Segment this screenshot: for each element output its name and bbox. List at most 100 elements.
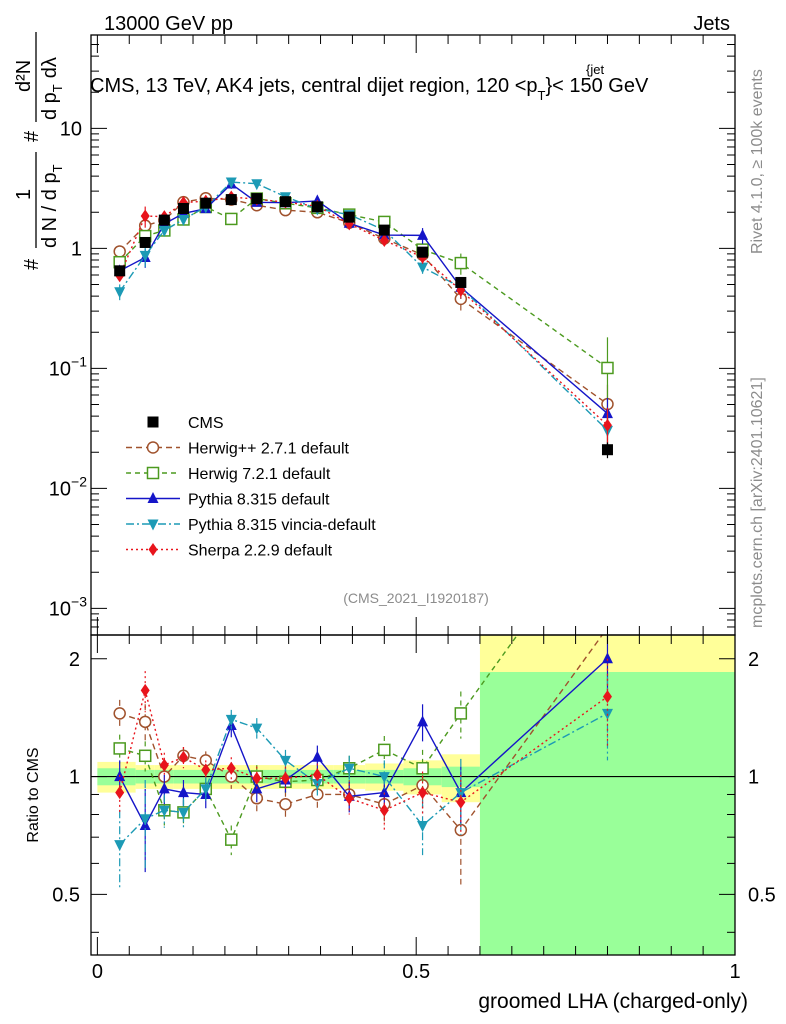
series-4-ratio-point-8 [312, 768, 322, 782]
series-3-main-point-11 [417, 262, 429, 274]
chart-title-close: }< 150 GeV [545, 75, 649, 97]
legend-label-0: CMS [188, 415, 224, 432]
series-3-main-point-1 [139, 250, 151, 262]
xtick-label-1: 0.5 [402, 961, 430, 983]
series-1-main-line [119, 197, 608, 369]
series-0-ratio-point-7 [279, 797, 292, 811]
series-3-main-point-3 [177, 214, 189, 226]
ratio-ytick-label-right-1: 1 [748, 767, 759, 789]
series-0-ratio-point-1 [138, 715, 152, 729]
series-1-main-point-12 [454, 256, 468, 270]
series-2-ratio-point-3 [177, 786, 189, 798]
main-ytick-exp-2: −1 [71, 353, 87, 369]
legend-entry-3: Pythia 8.315 default [126, 492, 330, 509]
data-point-2 [158, 214, 170, 226]
main-ytick-base-4: 10 [49, 598, 71, 620]
legend-label-4: Pythia 8.315 vincia-default [188, 517, 376, 534]
ratio-ytick-label-right-2: 0.5 [748, 884, 776, 906]
ratio-ytick-label-left-0: 2 [69, 649, 80, 671]
main-ytick-label-0: 10 [60, 118, 82, 140]
y-label-one: 1 [13, 189, 35, 200]
legend-marker-3 [147, 492, 159, 503]
y-label-den: d N / d pT [39, 164, 65, 248]
data-point-9 [343, 211, 355, 223]
series-2-ratio-point-11 [417, 715, 429, 727]
series-2-ratio-point-13 [601, 652, 613, 664]
series-0-ratio-point-0 [113, 707, 126, 720]
series-3-ratio-point-9 [343, 763, 355, 775]
main-ytick-label-1: 1 [71, 238, 82, 260]
data-point-4 [200, 197, 212, 209]
series-4-ratio-point-11 [418, 786, 428, 800]
legend-label-3: Pythia 8.315 default [188, 492, 330, 509]
ratio-ytick-label-right-0: 2 [748, 649, 759, 671]
series-4-ratio-point-6 [252, 771, 262, 785]
main-ytick-label-3: 10−2 [49, 473, 87, 500]
data-point-7 [279, 196, 291, 208]
series-1-main-point-5 [225, 212, 238, 226]
series-3-ratio-point-11 [417, 820, 429, 832]
chart-title-sub: T [538, 88, 546, 103]
legend-entry-2: Herwig 7.2.1 default [126, 466, 331, 483]
ratio-frame [90, 634, 736, 956]
series-4-ratio-point-0 [115, 786, 125, 800]
series-3-ratio-point-2 [158, 805, 170, 817]
legend-label-2: Herwig 7.2.1 default [188, 466, 331, 483]
data-point-8 [311, 201, 323, 213]
xtick-label-2: 1 [729, 961, 740, 983]
y-label-dptdl: d pTdλ [39, 57, 65, 120]
legend-marker-1 [146, 441, 160, 454]
y-label-hash: # [21, 258, 43, 270]
series-3-ratio-point-7 [279, 755, 291, 767]
main-ytick-base-3: 10 [49, 478, 71, 500]
series-4-main-point-13 [602, 418, 612, 432]
legend-entry-5: Sherpa 2.2.9 default [126, 543, 333, 560]
legend-entry-0: CMS [147, 415, 224, 432]
data-point-0 [114, 265, 126, 277]
main-ytick-label-4: 10−3 [49, 593, 87, 620]
series-3-main-point-2 [158, 225, 170, 237]
series-3-ratio-line [119, 712, 608, 846]
series-layer [113, 177, 614, 888]
series-3-main-point-6 [251, 179, 263, 191]
legend-marker-5 [148, 543, 158, 556]
series-1-ratio-point-5 [225, 833, 238, 846]
legend-label-1: Herwig++ 2.7.1 default [188, 441, 350, 458]
legend-marker-0 [147, 416, 159, 428]
rivet-version-label: Rivet 4.1.0, ≥ 100k events [749, 69, 766, 254]
series-4-ratio-point-7 [280, 771, 290, 785]
header-jets-label: Jets [693, 13, 730, 35]
legend-marker-4 [147, 519, 159, 531]
series-4-ratio-point-2 [159, 758, 169, 772]
series-3-ratio-point-0 [114, 840, 126, 852]
data-point-1 [139, 236, 151, 248]
legend-label-5: Sherpa 2.2.9 default [188, 543, 333, 560]
mcplots-label: mcplots.cern.ch [arXiv:2401.10621] [749, 377, 766, 628]
series-4-ratio-point-4 [201, 763, 211, 777]
series-2-main-point-11 [417, 228, 429, 240]
y-label-d2n: d²N [13, 60, 35, 92]
data-point-13 [601, 444, 613, 456]
series-1-ratio-point-1 [138, 749, 152, 763]
series-0-main-point-0 [113, 245, 126, 258]
axis-ticks [91, 34, 736, 955]
series-3-main-point-0 [114, 287, 126, 299]
ratio-ytick-label-left-1: 1 [69, 767, 80, 789]
series-4-ratio-point-10 [379, 803, 389, 817]
series-1-main-point-13 [601, 361, 614, 375]
data-points [114, 193, 613, 459]
series-1-ratio-point-0 [113, 742, 126, 755]
data-point-11 [417, 246, 429, 258]
series-4-ratio-point-5 [226, 761, 236, 775]
data-point-3 [177, 202, 189, 214]
main-ytick-base-2: 10 [49, 358, 71, 380]
main-ytick-label-2: 10−1 [49, 353, 87, 380]
legend-entry-1: Herwig++ 2.7.1 default [126, 441, 350, 458]
chart-title-main: CMS, 13 TeV, AK4 jets, central dijet reg… [90, 75, 538, 97]
series-4-ratio-point-9 [344, 791, 354, 805]
main-ytick-exp-3: −2 [71, 473, 87, 489]
y-axis-label: # 1 d N / d pT # d²N d pTdλ [13, 32, 65, 270]
data-point-12 [455, 276, 467, 288]
